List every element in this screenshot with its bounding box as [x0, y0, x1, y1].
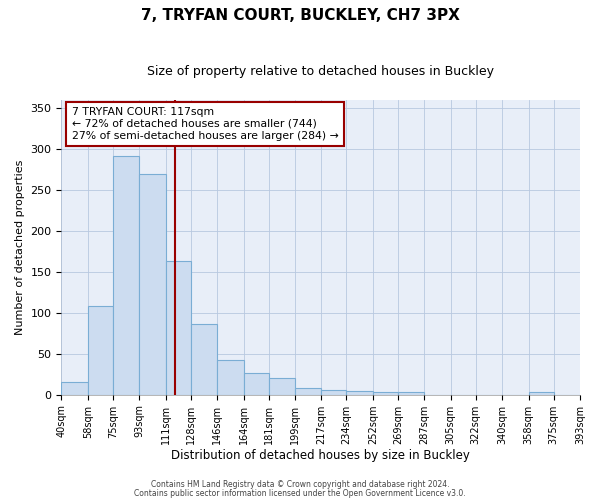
Bar [166, 262, 191, 394]
Y-axis label: Number of detached properties: Number of detached properties [15, 160, 25, 335]
Bar [269, 378, 295, 394]
Text: Contains HM Land Registry data © Crown copyright and database right 2024.: Contains HM Land Registry data © Crown c… [151, 480, 449, 489]
Bar [191, 324, 217, 394]
Bar [398, 392, 424, 394]
Bar [346, 390, 373, 394]
Bar [244, 372, 269, 394]
Bar [529, 392, 554, 394]
Bar [295, 388, 322, 394]
Bar [88, 306, 113, 394]
Bar [61, 382, 88, 394]
Bar [373, 392, 398, 394]
X-axis label: Distribution of detached houses by size in Buckley: Distribution of detached houses by size … [171, 450, 470, 462]
Text: 7, TRYFAN COURT, BUCKLEY, CH7 3PX: 7, TRYFAN COURT, BUCKLEY, CH7 3PX [140, 8, 460, 22]
Bar [113, 156, 139, 394]
Title: Size of property relative to detached houses in Buckley: Size of property relative to detached ho… [147, 65, 494, 78]
Text: 7 TRYFAN COURT: 117sqm
← 72% of detached houses are smaller (744)
27% of semi-de: 7 TRYFAN COURT: 117sqm ← 72% of detached… [72, 108, 338, 140]
Text: Contains public sector information licensed under the Open Government Licence v3: Contains public sector information licen… [134, 488, 466, 498]
Bar [139, 174, 166, 394]
Bar [217, 360, 244, 394]
Bar [322, 390, 346, 394]
